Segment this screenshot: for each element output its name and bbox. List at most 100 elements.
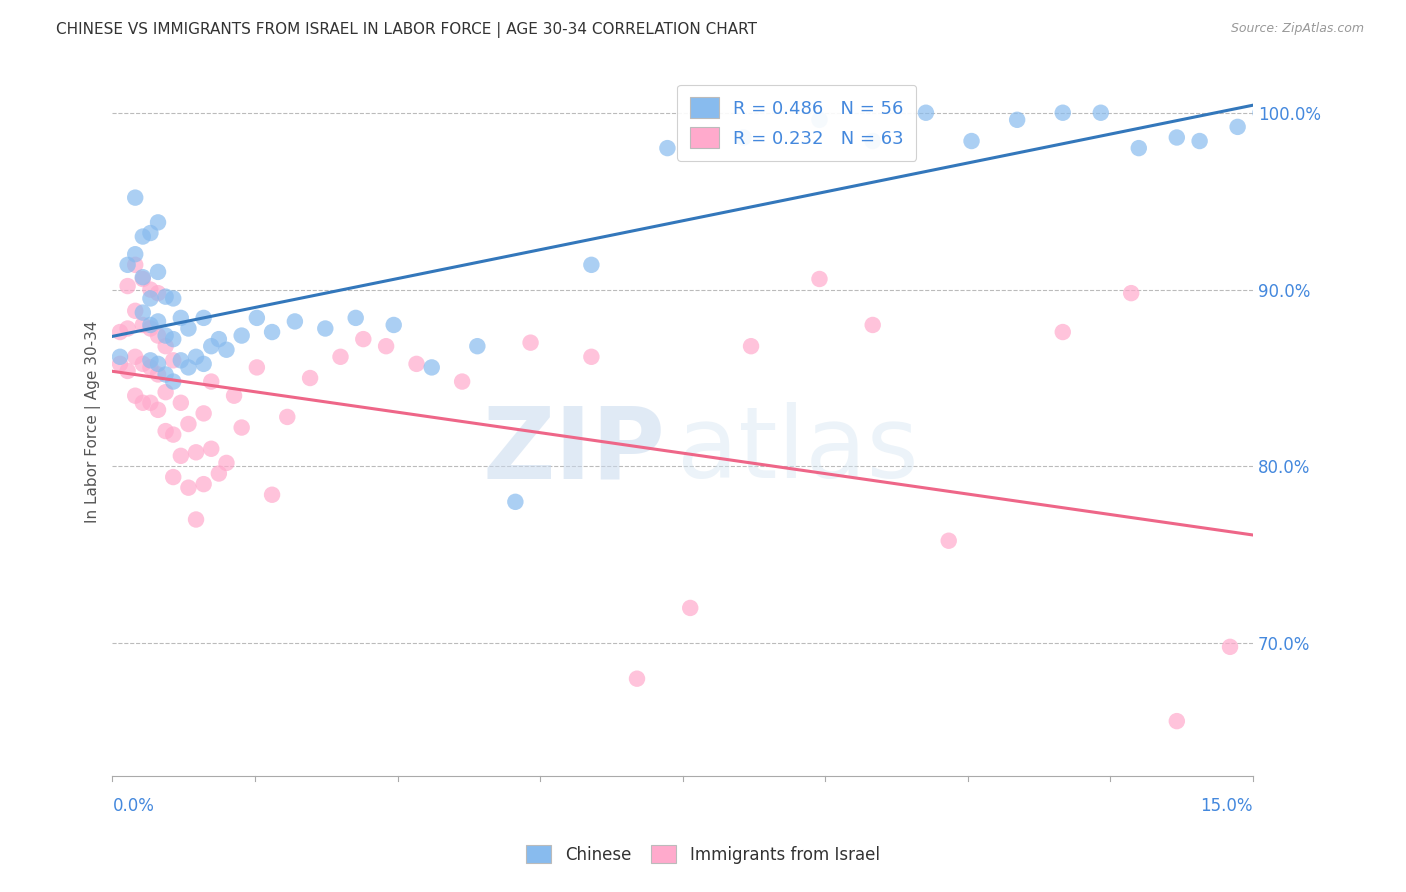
Point <box>862 318 884 332</box>
Point <box>155 424 177 438</box>
Point <box>451 375 474 389</box>
Point <box>352 332 374 346</box>
Point <box>1257 710 1279 724</box>
Point <box>132 272 155 286</box>
Point <box>231 420 253 434</box>
Point <box>299 371 322 385</box>
Point <box>139 283 162 297</box>
Point <box>146 328 169 343</box>
Point <box>108 357 131 371</box>
Point <box>581 258 603 272</box>
Point <box>1121 286 1143 301</box>
Point <box>146 215 169 229</box>
Point <box>808 112 831 127</box>
Point <box>200 339 222 353</box>
Point <box>1052 105 1074 120</box>
Point <box>132 396 155 410</box>
Point <box>177 481 200 495</box>
Point <box>162 427 184 442</box>
Point <box>193 310 215 325</box>
Point <box>262 325 284 339</box>
Point <box>132 305 155 319</box>
Point <box>519 335 541 350</box>
Point <box>1166 130 1188 145</box>
Point <box>626 672 648 686</box>
Point <box>124 247 146 261</box>
Point <box>208 467 231 481</box>
Point <box>124 191 146 205</box>
Point <box>200 442 222 456</box>
Point <box>139 321 162 335</box>
Point <box>139 226 162 240</box>
Legend: R = 0.486   N = 56, R = 0.232   N = 63: R = 0.486 N = 56, R = 0.232 N = 63 <box>678 85 917 161</box>
Point <box>1188 134 1211 148</box>
Point <box>733 130 755 145</box>
Point <box>1128 141 1150 155</box>
Point <box>108 325 131 339</box>
Point <box>740 339 762 353</box>
Point <box>581 350 603 364</box>
Point <box>405 357 427 371</box>
Point <box>146 357 169 371</box>
Point <box>1052 325 1074 339</box>
Point <box>146 265 169 279</box>
Point <box>117 279 139 293</box>
Text: 0.0%: 0.0% <box>112 797 155 815</box>
Point <box>139 396 162 410</box>
Point <box>132 357 155 371</box>
Point <box>231 328 253 343</box>
Point <box>170 310 193 325</box>
Point <box>208 332 231 346</box>
Point <box>1226 120 1249 134</box>
Point <box>938 533 960 548</box>
Point <box>862 134 884 148</box>
Point <box>132 270 155 285</box>
Text: atlas: atlas <box>676 402 918 499</box>
Point <box>139 360 162 375</box>
Point <box>108 350 131 364</box>
Point <box>329 350 352 364</box>
Text: 15.0%: 15.0% <box>1201 797 1253 815</box>
Point <box>124 350 146 364</box>
Point <box>146 286 169 301</box>
Point <box>184 350 207 364</box>
Point <box>184 512 207 526</box>
Point <box>193 406 215 420</box>
Point <box>215 343 238 357</box>
Point <box>117 321 139 335</box>
Point <box>382 318 405 332</box>
Point <box>117 364 139 378</box>
Point <box>375 339 398 353</box>
Point <box>1005 112 1028 127</box>
Point <box>505 495 527 509</box>
Point <box>155 368 177 382</box>
Point <box>162 470 184 484</box>
Point <box>177 321 200 335</box>
Point <box>117 258 139 272</box>
Point <box>139 292 162 306</box>
Point <box>146 402 169 417</box>
Point <box>177 360 200 375</box>
Text: CHINESE VS IMMIGRANTS FROM ISRAEL IN LABOR FORCE | AGE 30-34 CORRELATION CHART: CHINESE VS IMMIGRANTS FROM ISRAEL IN LAB… <box>56 22 758 38</box>
Point <box>276 409 298 424</box>
Point <box>124 258 146 272</box>
Point <box>262 488 284 502</box>
Point <box>177 417 200 431</box>
Point <box>314 321 336 335</box>
Point <box>200 375 222 389</box>
Point <box>162 292 184 306</box>
Point <box>657 141 679 155</box>
Text: Source: ZipAtlas.com: Source: ZipAtlas.com <box>1230 22 1364 36</box>
Point <box>1249 105 1271 120</box>
Point <box>193 357 215 371</box>
Point <box>184 445 207 459</box>
Point <box>284 314 307 328</box>
Point <box>139 318 162 332</box>
Point <box>679 601 702 615</box>
Point <box>170 396 193 410</box>
Point <box>132 318 155 332</box>
Point <box>146 368 169 382</box>
Point <box>808 272 831 286</box>
Point <box>155 290 177 304</box>
Point <box>1090 105 1112 120</box>
